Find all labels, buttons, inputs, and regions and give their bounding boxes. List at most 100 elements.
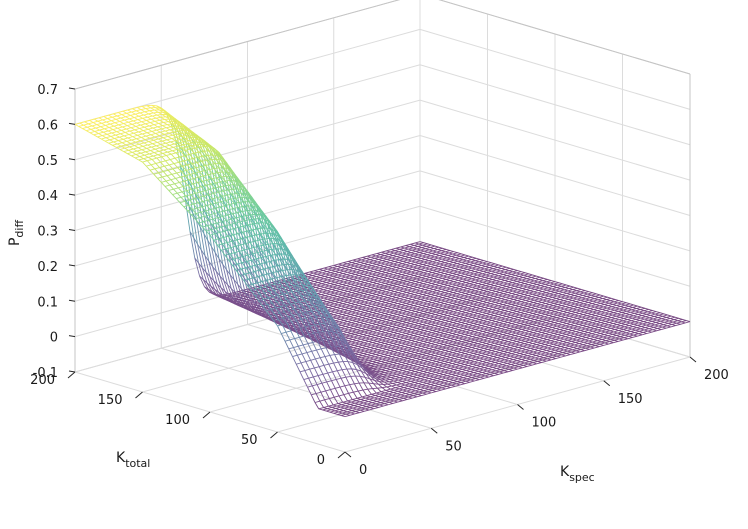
surface-edge [195, 211, 201, 214]
surface-edge [155, 147, 161, 150]
surface-edge [221, 175, 227, 178]
surface-edge [199, 226, 206, 256]
surface-edge [331, 378, 337, 382]
surface-edge [196, 206, 202, 209]
surface-edge [178, 186, 184, 189]
surface-edge [133, 119, 139, 122]
surface-edge [248, 247, 254, 250]
surface-edge [333, 361, 339, 364]
surface-edge [118, 138, 124, 142]
surface-edge [136, 149, 142, 152]
surface-edge [161, 127, 167, 130]
surface-edge [111, 131, 117, 134]
grid-line [74, 99, 421, 196]
surface-edge [285, 274, 291, 277]
surface-edge [197, 155, 203, 158]
surface-edge [170, 157, 176, 160]
surface-edge [321, 381, 327, 384]
surface-edge [101, 137, 107, 140]
surface-edge [165, 141, 171, 144]
surface-edge [127, 136, 133, 139]
surface-edge [230, 245, 236, 249]
surface-edge [163, 148, 169, 151]
surface-edge [221, 242, 227, 270]
surface-edge [122, 125, 128, 128]
surface-edge [223, 167, 229, 170]
surface-edge [163, 169, 169, 173]
surface-edge [273, 260, 279, 285]
surface-edge [132, 150, 138, 153]
surface-edge [131, 110, 137, 113]
surface-edge [224, 184, 230, 187]
surface-edge [118, 123, 124, 126]
surface-edge [193, 237, 199, 264]
surface-edge [148, 155, 154, 158]
surface-edge [134, 128, 140, 131]
surface-edge [325, 389, 331, 392]
surface-edge [232, 182, 238, 207]
surface-edge [226, 240, 232, 244]
grid-line [419, 28, 691, 110]
surface-edge [258, 274, 264, 277]
surface-edge [155, 116, 161, 119]
surface-edge [137, 117, 143, 121]
surface-edge [344, 384, 350, 387]
surface-edge [228, 258, 234, 261]
surface-edge [223, 224, 230, 256]
surface-edge [262, 249, 268, 252]
surface-edge [230, 222, 236, 225]
surface-edge [221, 194, 227, 197]
surface-edge [244, 272, 250, 275]
surface-edge [226, 207, 233, 239]
surface-edge [171, 152, 177, 155]
surface-edge [277, 243, 283, 246]
surface-edge [148, 139, 154, 143]
surface-edge [130, 141, 136, 144]
surface-edge [270, 253, 276, 256]
surface-edge [158, 149, 164, 152]
surface-edge [230, 197, 236, 200]
surface-edge [90, 127, 96, 130]
surface-edge [193, 202, 199, 205]
surface-edge [152, 114, 158, 117]
surface-edge [233, 206, 239, 209]
surface-edge [138, 145, 144, 149]
surface-edge [229, 228, 235, 231]
surface-edge [343, 392, 349, 396]
surface-edge [231, 192, 237, 195]
surface-edge [103, 130, 109, 133]
surface-edge [313, 375, 319, 378]
surface-edge [120, 144, 126, 147]
surface-edge [287, 319, 294, 329]
surface-edge [205, 272, 212, 287]
surface-edge [179, 141, 185, 144]
surface-edge [337, 369, 343, 372]
surface-edge [129, 129, 135, 132]
surface-edge [181, 190, 187, 193]
surface-edge [119, 135, 125, 138]
surface-edge [166, 138, 172, 141]
surface-edge [260, 232, 266, 235]
surface-edge [348, 391, 354, 394]
surface-edge [144, 137, 150, 140]
surface-edge [276, 276, 282, 279]
surface-edge [305, 359, 311, 362]
surface-edge [206, 159, 212, 161]
surface-edge [199, 215, 205, 219]
surface-edge [209, 233, 215, 236]
surface-edge [146, 118, 152, 121]
surface-edge [167, 134, 173, 137]
surface-edge [201, 183, 208, 216]
surface-edge [252, 252, 258, 255]
surface-edge [134, 143, 140, 146]
surface-edge [367, 388, 373, 390]
surface-edge [198, 221, 204, 224]
surface-edge [185, 194, 191, 197]
surface-edge [217, 235, 224, 265]
surface-edge [150, 148, 156, 151]
surface-edge [215, 181, 221, 184]
surface-edge [79, 121, 85, 124]
surface-edge [185, 174, 191, 177]
surface-edge [303, 377, 309, 380]
surface-edge [194, 257, 201, 277]
